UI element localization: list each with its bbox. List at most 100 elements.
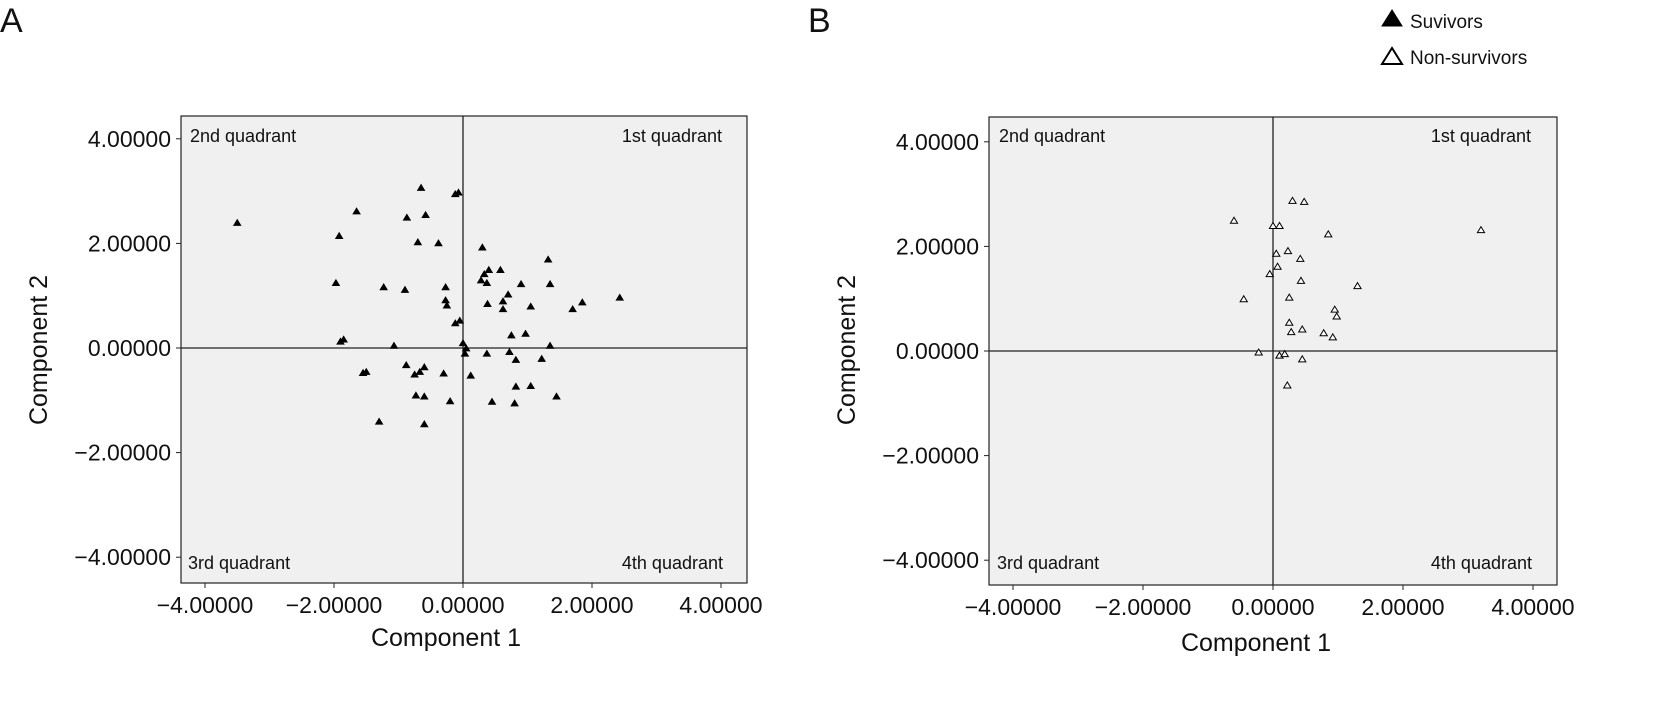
data-point-b — [1332, 311, 1342, 320]
data-point-a — [479, 269, 489, 278]
data-point-b — [1299, 197, 1309, 205]
quadrant-label-1st-b: 1st quadrant — [1431, 126, 1531, 146]
data-point-a — [526, 302, 536, 310]
quadrant-label-4th-a: 4th quadrant — [622, 553, 723, 573]
data-point-b — [1330, 305, 1340, 313]
legend-filled-triangle-icon — [1381, 9, 1403, 27]
x-tick-label-b: 4.00000 — [1491, 594, 1574, 620]
scatter-panel-a: 2nd quadrant 1st quadrant 3rd quadrant 4… — [25, 115, 763, 652]
data-point-a — [478, 243, 487, 251]
data-point-a — [352, 207, 361, 215]
data-point-a — [484, 265, 494, 273]
y-axis-title-b: Component 2 — [833, 275, 861, 425]
data-point-a — [455, 316, 465, 324]
x-axis-title-a: Component 1 — [371, 624, 521, 652]
y-tick-label-a: 4.00000 — [88, 126, 171, 152]
data-point-a — [461, 344, 471, 352]
data-point-a — [503, 290, 513, 298]
data-point-a — [545, 279, 555, 288]
y-tick-label-a: 0.00000 — [88, 335, 171, 361]
data-point-a — [498, 304, 508, 313]
data-point-a — [482, 349, 492, 357]
data-point-b — [1283, 246, 1293, 255]
data-point-b — [1271, 249, 1281, 257]
data-point-a — [458, 338, 468, 347]
data-point-b — [1319, 328, 1329, 337]
data-point-a — [552, 392, 561, 400]
quadrant-label-2nd-b: 2nd quadrant — [999, 126, 1105, 146]
data-point-b — [1275, 221, 1284, 229]
data-point-b — [1297, 354, 1307, 363]
data-point-a — [374, 417, 384, 425]
data-point-a — [545, 341, 555, 349]
scatter-panel-b: 2nd quadrant 1st quadrant 3rd quadrant 4… — [833, 116, 1575, 657]
y-tick-label-b: 0.00000 — [896, 338, 979, 364]
data-point-a — [537, 354, 546, 362]
data-point-a — [526, 381, 536, 390]
legend-open-triangle-icon — [1380, 46, 1404, 65]
data-point-a — [510, 399, 519, 407]
data-point-a — [379, 283, 388, 291]
data-point-a — [441, 296, 450, 304]
data-point-b — [1284, 293, 1294, 301]
data-point-b — [1295, 254, 1305, 262]
legend: Suvivors Non-survivors — [1380, 9, 1527, 69]
data-point-b — [1296, 276, 1306, 284]
y-tick-label-a: 2.00000 — [88, 230, 171, 256]
quadrant-label-3rd-b: 3rd quadrant — [997, 553, 1099, 573]
data-point-b — [1229, 216, 1239, 224]
data-point-a — [336, 337, 345, 345]
data-point-b — [1353, 281, 1362, 290]
data-point-b — [1476, 225, 1486, 234]
quadrant-label-4th-b: 4th quadrant — [1431, 553, 1532, 573]
data-point-a — [401, 360, 411, 369]
x-tick-label-a: 2.00000 — [550, 592, 633, 618]
quadrant-label-3rd-a: 3rd quadrant — [188, 553, 290, 573]
data-point-b — [1254, 348, 1264, 356]
data-point-a — [411, 391, 421, 399]
x-tick-label-a: −2.00000 — [286, 592, 383, 618]
data-point-b — [1273, 262, 1283, 270]
data-point-b — [1280, 349, 1290, 358]
data-point-a — [543, 255, 553, 263]
data-point-a — [389, 341, 399, 349]
data-point-a — [483, 299, 492, 307]
data-point-a — [232, 218, 242, 226]
data-point-a — [416, 183, 426, 191]
y-tick-label-a: −4.00000 — [74, 544, 171, 570]
data-point-b — [1297, 325, 1307, 333]
data-point-a — [568, 304, 577, 313]
data-point-a — [442, 301, 452, 309]
x-tick-label-b: −2.00000 — [1095, 594, 1192, 620]
data-point-b — [1323, 229, 1333, 238]
x-tick-label-a: 4.00000 — [679, 592, 762, 618]
data-point-a — [415, 367, 425, 375]
data-point-a — [460, 349, 470, 357]
data-point-a — [434, 239, 443, 247]
quadrant-label-1st-a: 1st quadrant — [622, 126, 722, 146]
x-tick-label-b: −4.00000 — [965, 594, 1062, 620]
data-point-a — [615, 293, 625, 301]
data-point-a — [498, 297, 508, 305]
data-point-a — [402, 213, 412, 221]
y-tick-label-b: 4.00000 — [896, 129, 979, 155]
data-point-a — [419, 420, 429, 428]
data-point-a — [505, 347, 514, 356]
data-point-a — [511, 382, 521, 390]
data-point-b — [1239, 294, 1249, 303]
data-point-b — [1328, 332, 1338, 341]
data-point-b — [1265, 269, 1275, 278]
data-point-a — [487, 397, 497, 405]
data-point-b — [1284, 318, 1294, 326]
data-point-b — [1288, 196, 1297, 204]
y-tick-label-b: −2.00000 — [882, 443, 979, 469]
data-point-b — [1268, 221, 1278, 229]
data-point-a — [496, 265, 505, 273]
data-point-a — [445, 397, 455, 405]
data-point-a — [413, 238, 423, 246]
panel-letter-a: A — [0, 2, 23, 40]
data-point-a — [334, 231, 344, 239]
data-point-b — [1286, 327, 1296, 336]
data-point-a — [482, 278, 492, 287]
data-point-a — [441, 283, 450, 291]
